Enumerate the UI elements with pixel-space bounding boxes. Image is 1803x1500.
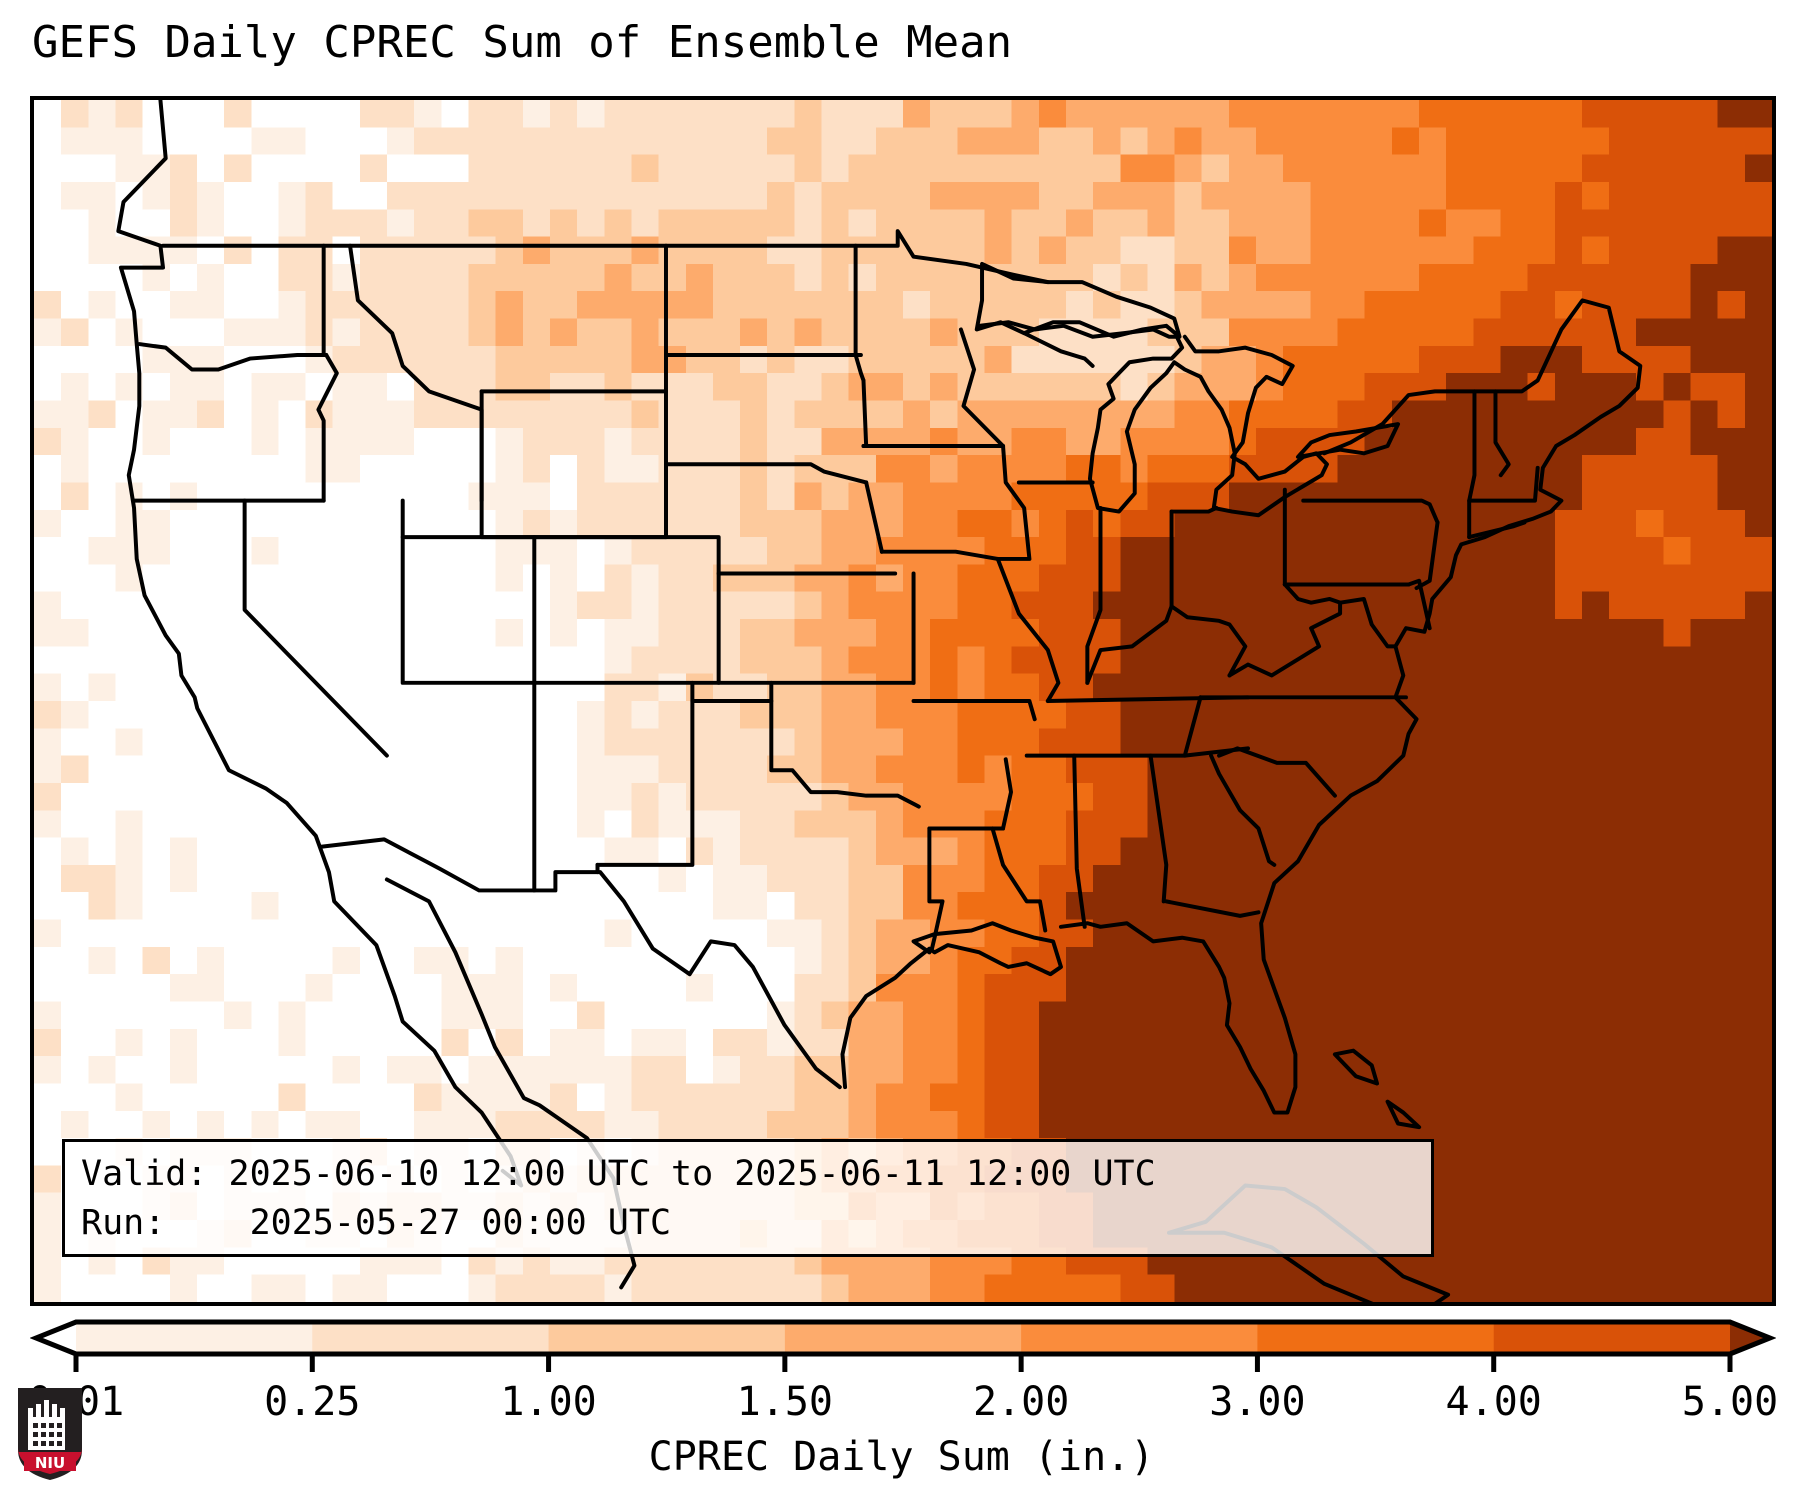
- colorbar-segment: [1257, 1322, 1495, 1354]
- lake-superior: [974, 261, 1182, 339]
- island-bahamas-2: [1385, 1099, 1422, 1130]
- state-il-in: [1085, 505, 1103, 685]
- state-ky-oh-in: [1085, 604, 1174, 685]
- great-lakes-outline: [977, 320, 1329, 518]
- coastline-atlantic: [1058, 298, 1643, 1115]
- state-nj-ny: [1414, 520, 1440, 591]
- colorbar-over-arrow: [1730, 1322, 1770, 1354]
- state-sd-ne: [664, 462, 869, 485]
- state-ar-ms: [1001, 757, 1013, 831]
- colorbar-tick-label: 4.00: [1445, 1379, 1542, 1425]
- state-ia-il: [995, 444, 1032, 561]
- map-boundaries-overlay: [116, 100, 1643, 1302]
- state-ia-ne: [864, 480, 884, 554]
- colorbar-segment: [76, 1322, 313, 1354]
- state-mn-sd-ia: [861, 378, 869, 448]
- state-wi-mn: [958, 327, 1006, 448]
- colorbar-segment: [1021, 1322, 1259, 1354]
- state-ia-mo: [879, 549, 1000, 561]
- colorbar-axis-label: CPREC Daily Sum (in.): [648, 1434, 1155, 1480]
- colorbar-segment: [1493, 1322, 1731, 1354]
- state-nc-sc: [1217, 746, 1337, 798]
- colorbar-tick-label: 5.00: [1681, 1379, 1779, 1425]
- coastline-pacific: [116, 100, 524, 1188]
- colorbar-tick-label: 3.00: [1209, 1379, 1306, 1425]
- state-ky-tn: [1045, 695, 1251, 703]
- niu-wordmark-bg: [24, 1454, 76, 1471]
- state-ky-wv: [1169, 604, 1248, 678]
- colorbar-svg: [30, 1319, 1776, 1372]
- border-us-canada-west: [161, 229, 1050, 285]
- state-tn-nc: [1182, 695, 1203, 758]
- colorbar-outline: [30, 1319, 1776, 1372]
- colorbar-segment: [784, 1322, 1022, 1354]
- state-va-md2: [1338, 596, 1398, 649]
- state-ma-ct-ri: [1467, 465, 1540, 503]
- lake-ontario: [1295, 422, 1401, 459]
- state-id-mt: [348, 243, 484, 503]
- state-wa-or: [137, 342, 329, 372]
- colorbar-tick-label: 0.25: [264, 1379, 361, 1425]
- state-mo-il-ky: [995, 556, 1061, 703]
- niu-logo: NIU: [18, 1388, 82, 1480]
- state-ct-ny-ri: [1467, 520, 1527, 540]
- state-id-or: [316, 353, 339, 503]
- colorbar-tick-label: 2.00: [972, 1379, 1070, 1425]
- state-md-de: [1406, 578, 1432, 631]
- state-pa-ny: [1301, 498, 1440, 525]
- state-mi-oh-in: [1169, 505, 1219, 514]
- map-frame: [30, 96, 1776, 1306]
- coastline-gulf-louisiana: [840, 921, 1063, 1090]
- state-wy-box: [479, 389, 668, 540]
- state-ar-mo: [911, 699, 1037, 722]
- state-ga-fl: [1164, 899, 1261, 918]
- state-ok-tx: [690, 699, 921, 809]
- state-ga-al: [1148, 753, 1169, 904]
- run-time-line: Run: 2025-05-27 00:00 UTC: [81, 1203, 672, 1243]
- colorbar-under-arrow: [36, 1322, 76, 1354]
- colorbar-tick-label: 1.50: [736, 1379, 834, 1425]
- state-al-ms: [1072, 753, 1087, 929]
- valid-time-line: Valid: 2025-06-10 12:00 UTC to 2025-06-1…: [81, 1154, 1156, 1194]
- state-sc-ga: [1209, 753, 1277, 867]
- state-co-box: [532, 535, 721, 685]
- state-ny-vt-ma: [1467, 389, 1477, 540]
- state-ms-la: [990, 826, 1048, 933]
- valid-run-info-box: Valid: 2025-06-10 12:00 UTC to 2025-06-1…: [62, 1139, 1434, 1257]
- colorbar-tick-label: 1.00: [500, 1379, 597, 1425]
- colorbar-segment: [312, 1322, 550, 1354]
- niu-wordmark-text: NIU: [35, 1454, 65, 1472]
- state-la-tx: [927, 826, 945, 951]
- state-nv-ca: [242, 498, 389, 758]
- state-tn-ms-al-ga: [1024, 746, 1251, 758]
- niu-castle-windows-icon: [33, 1423, 62, 1446]
- page-title: GEFS Daily CPREC Sum of Ensemble Mean: [32, 17, 1013, 68]
- colorbar-tick-labels: 0.010.251.001.502.003.004.005.00: [28, 1378, 1779, 1430]
- state-nm-tx: [595, 680, 695, 867]
- colorbar: [30, 1316, 1776, 1372]
- state-nv-ut-az: [400, 498, 537, 685]
- state-wv-va: [1227, 582, 1343, 678]
- state-mn-nd: [853, 243, 866, 383]
- colorbar-segment: [548, 1322, 786, 1354]
- state-vt-nh: [1493, 389, 1511, 478]
- colorbar-segments: [36, 1322, 1770, 1354]
- island-bahamas-1: [1332, 1048, 1380, 1086]
- border-us-mexico: [319, 837, 842, 1090]
- state-ut-co: [400, 535, 537, 685]
- state-wi-mi-up: [1022, 331, 1095, 368]
